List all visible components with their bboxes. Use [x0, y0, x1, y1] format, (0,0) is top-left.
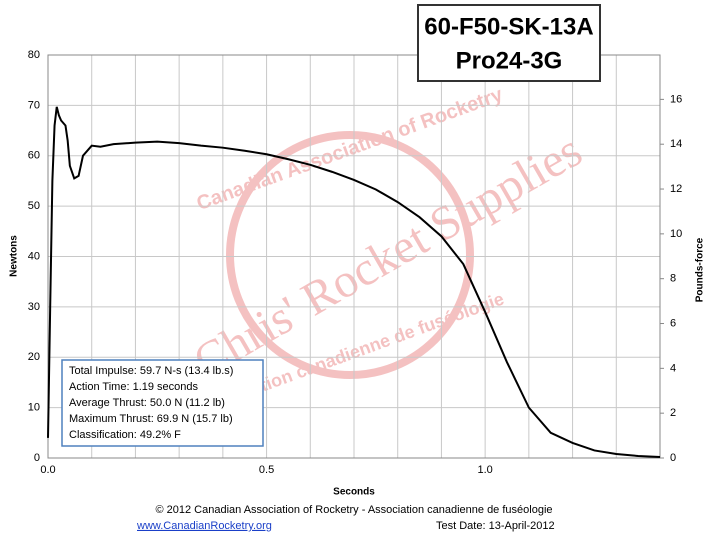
y2-tick-label: 8 [670, 273, 676, 285]
y-tick-label: 20 [28, 351, 40, 363]
y2-tick-label: 16 [670, 93, 682, 105]
x-tick-label: 1.0 [477, 464, 492, 476]
info-text: Classification: 49.2% F [69, 429, 181, 441]
y-axis-label: Newtons [9, 235, 20, 277]
info-text: Maximum Thrust: 69.9 N (15.7 lb) [69, 413, 233, 425]
footer-test-date: Test Date: 13-April-2012 [436, 520, 555, 532]
y2-axis-label: Pounds-force [695, 237, 706, 302]
x-tick-label: 0.5 [259, 464, 274, 476]
plot-frame [47, 54, 661, 459]
chart-title: 60-F50-SK-13A [424, 13, 593, 40]
info-text: Average Thrust: 50.0 N (11.2 lb) [69, 397, 225, 409]
y2-tick-label: 2 [670, 407, 676, 419]
y-tick-label: 30 [28, 301, 40, 313]
info-text: Action Time: 1.19 seconds [69, 381, 199, 393]
y-tick-label: 40 [28, 250, 40, 262]
y-tick-label: 60 [28, 150, 40, 162]
footer-link[interactable]: www.CanadianRocketry.org [136, 520, 272, 532]
y2-tick-label: 12 [670, 183, 682, 195]
x-axis-label: Seconds [333, 487, 375, 498]
y-tick-label: 70 [28, 99, 40, 111]
y2-tick-label: 14 [670, 138, 682, 150]
info-text: Total Impulse: 59.7 N-s (13.4 lb.s) [69, 365, 233, 377]
y2-tick-label: 6 [670, 317, 676, 329]
y-tick-label: 0 [34, 452, 40, 464]
logo-ring [226, 131, 474, 379]
y2-tick-label: 0 [670, 452, 676, 464]
y-tick-label: 50 [28, 200, 40, 212]
x-tick-label: 0.0 [40, 464, 55, 476]
y2-tick-label: 4 [670, 362, 676, 374]
y2-tick-label: 10 [670, 228, 682, 240]
y-tick-label: 10 [28, 402, 40, 414]
footer-copyright: © 2012 Canadian Association of Rocketry … [155, 504, 552, 516]
thrust-curve [47, 106, 661, 458]
chart-subtitle: Pro24-3G [456, 47, 563, 74]
title-box [417, 4, 601, 82]
y-tick-label: 80 [28, 49, 40, 61]
info-box [61, 359, 264, 447]
